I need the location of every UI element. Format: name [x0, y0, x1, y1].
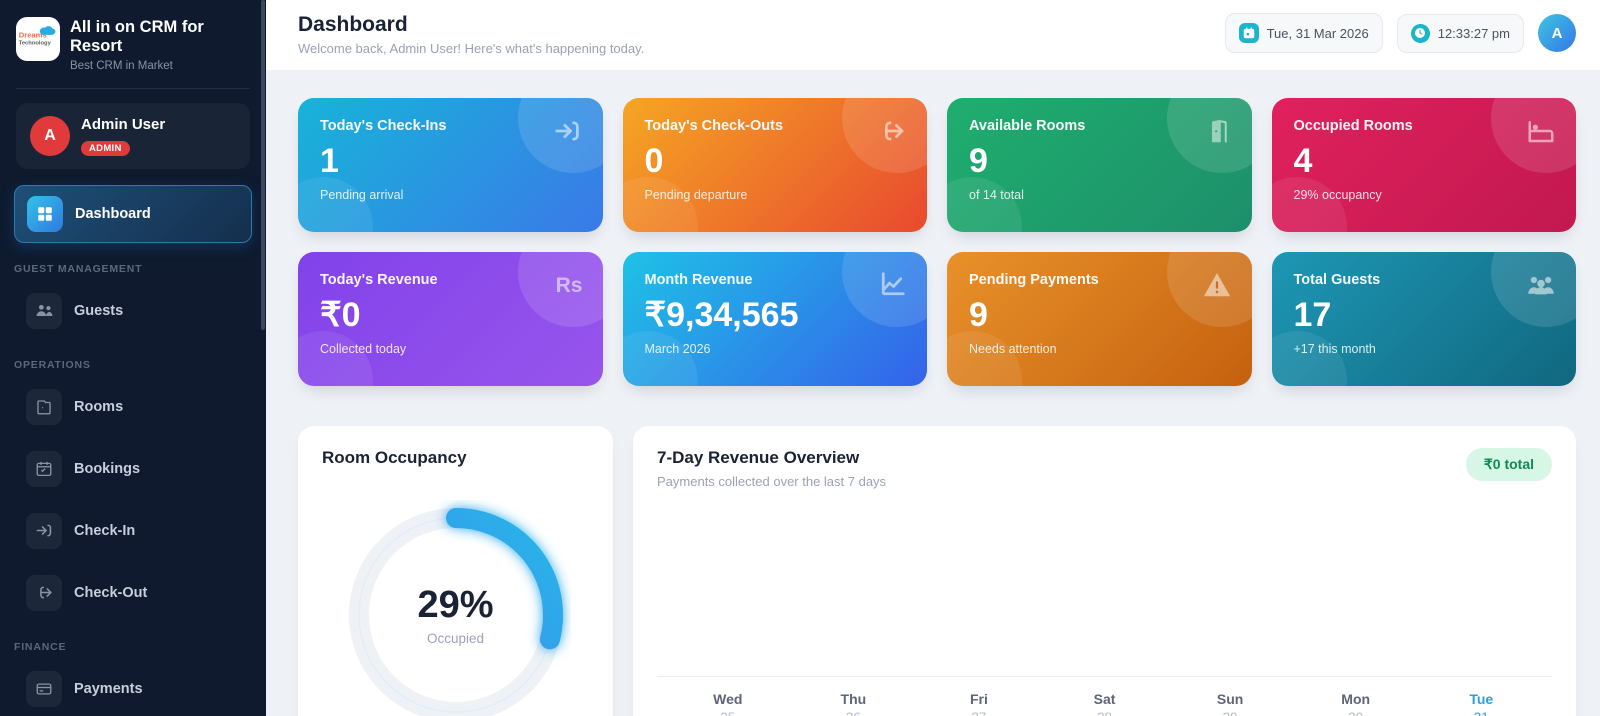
svg-text:Technology: Technology — [19, 41, 52, 47]
